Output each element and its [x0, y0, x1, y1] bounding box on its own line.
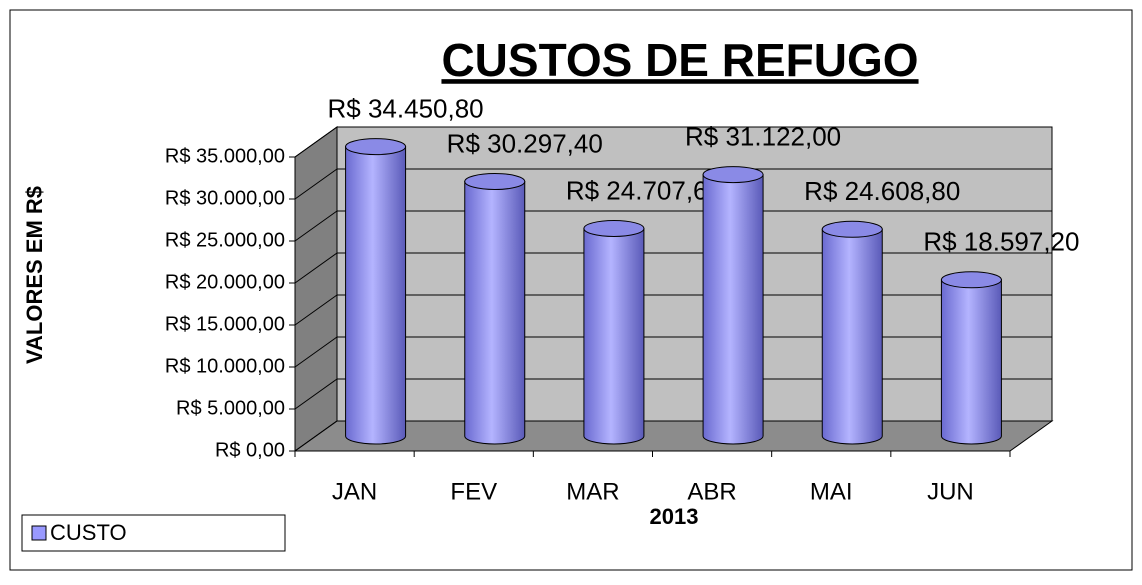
side-grid-line	[294, 252, 338, 284]
bar-top	[583, 219, 645, 237]
value-label: R$ 30.297,40	[447, 128, 603, 158]
legend-marker	[31, 525, 47, 541]
bar	[464, 181, 526, 445]
bar	[821, 228, 883, 445]
side-grid-line	[294, 210, 338, 242]
legend-box	[21, 514, 286, 552]
y-tick-label: R$ 25.000,00	[165, 229, 285, 251]
legend-label: CUSTO	[50, 520, 127, 545]
side-wall	[294, 126, 338, 452]
side-grid-line	[294, 378, 338, 410]
bar	[940, 279, 1002, 445]
x-tick-label: MAI	[810, 478, 853, 505]
x-tick-label: FEV	[450, 478, 497, 505]
bar	[702, 174, 764, 445]
side-grid-line	[294, 294, 338, 326]
bar-top	[940, 271, 1002, 289]
value-label: R$ 24.608,80	[804, 176, 960, 206]
y-axis-title: VALORES EM R$	[22, 186, 47, 364]
y-tick-label: R$ 15.000,00	[165, 313, 285, 335]
bar-top	[821, 220, 883, 238]
value-label: R$ 18.597,20	[923, 227, 1079, 257]
chart-title: CUSTOS DE REFUGO	[441, 34, 918, 86]
x-tick-label: MAR	[566, 478, 619, 505]
bar-top	[702, 166, 764, 184]
side-grid-line	[294, 168, 338, 200]
x-tick-label: JUN	[927, 478, 974, 505]
value-label: R$ 31.122,00	[685, 121, 841, 151]
y-tick-label: R$ 10.000,00	[165, 355, 285, 377]
value-label: R$ 24.707,60	[566, 175, 722, 205]
floor	[293, 420, 1054, 452]
side-grid-line	[294, 336, 338, 368]
x-tick-label: JAN	[332, 478, 377, 505]
value-label: R$ 34.450,80	[328, 93, 484, 123]
bar-top	[345, 138, 407, 156]
y-tick-label: R$ 30.000,00	[165, 187, 285, 209]
y-tick-label: R$ 0,00	[215, 439, 285, 461]
y-tick-label: R$ 20.000,00	[165, 271, 285, 293]
bar-top	[464, 173, 526, 191]
y-tick-label: R$ 35.000,00	[165, 145, 285, 167]
side-grid-line	[294, 420, 338, 452]
side-grid-line	[294, 126, 338, 158]
y-tick-label: R$ 5.000,00	[176, 397, 285, 419]
bar	[583, 227, 645, 445]
x-axis-title: 2013	[650, 504, 699, 529]
x-tick-label: ABR	[687, 478, 736, 505]
bar	[345, 146, 407, 445]
